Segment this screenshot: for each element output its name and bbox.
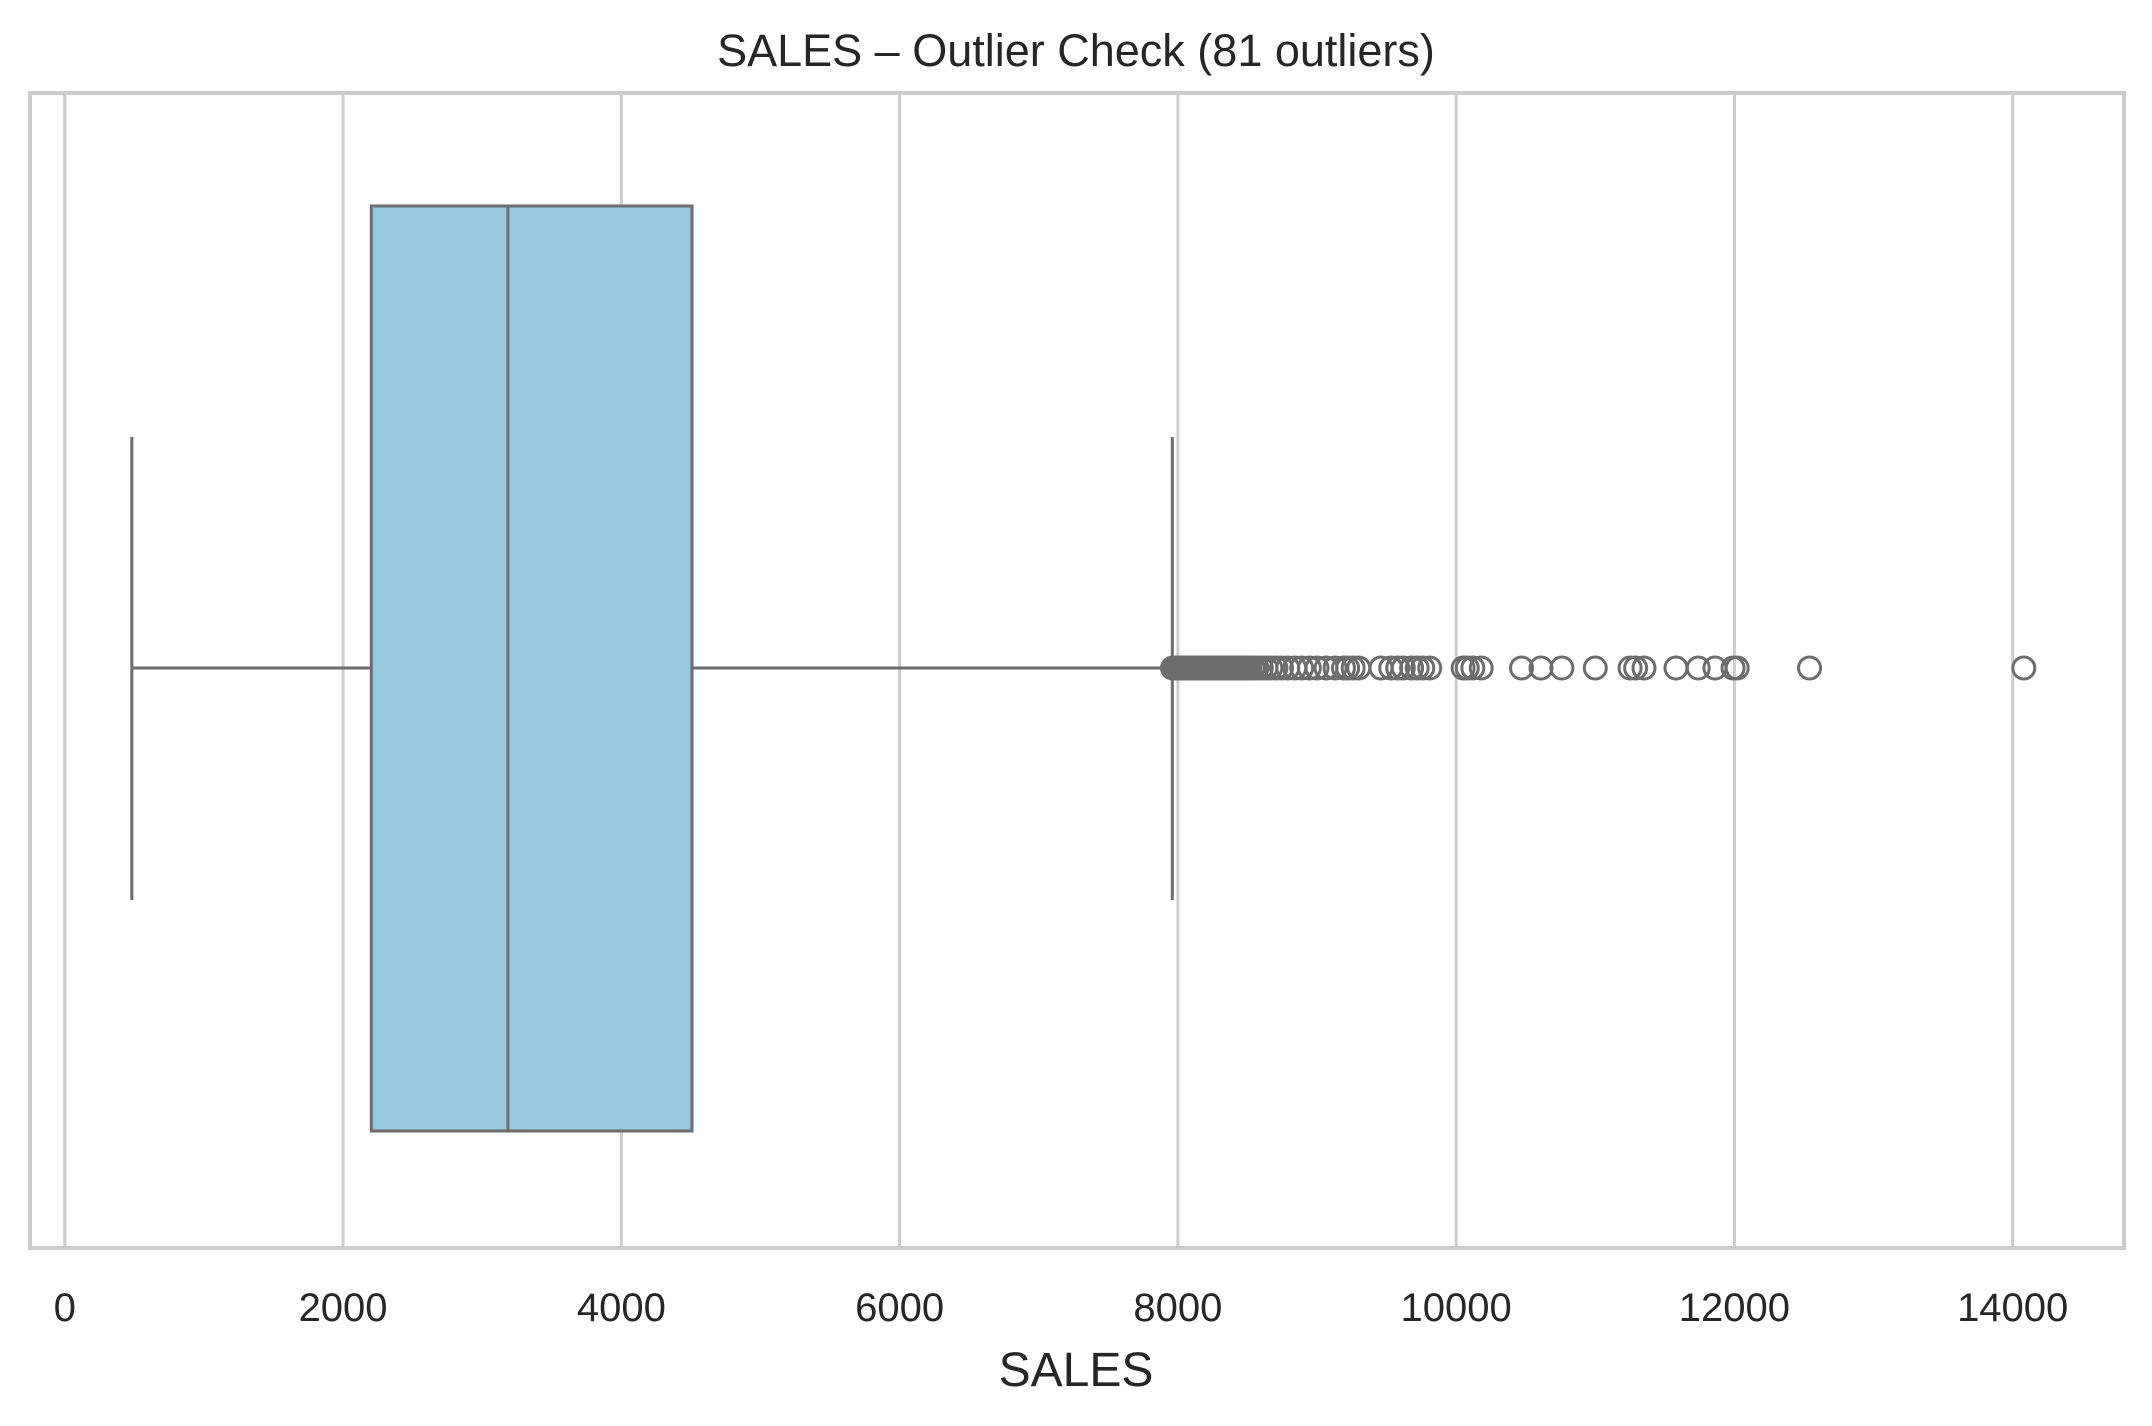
outlier-point-45 [1304, 655, 1330, 681]
x-tick-label-5: 10000 [1401, 1286, 1512, 1330]
x-tick-label-2: 4000 [577, 1286, 666, 1330]
outlier-point-40 [1269, 655, 1295, 681]
x-tick-label-1: 2000 [299, 1286, 388, 1330]
outlier-point-78 [1196, 655, 1222, 681]
outlier-point-79 [1214, 655, 1240, 681]
outlier-point-76 [1797, 655, 1823, 681]
outlier-point-58 [1410, 655, 1436, 681]
outlier-point-67 [1582, 655, 1608, 681]
x-tick-label-6: 12000 [1679, 1286, 1790, 1330]
x-tick-label-0: 0 [54, 1286, 76, 1330]
x-axis-ticks: 0 2000 4000 6000 8000 10000 12000 14000 [54, 1286, 2069, 1330]
outlier-point-75 [1724, 655, 1750, 681]
grid-lines [63, 93, 2015, 1248]
outlier-point-77 [2011, 655, 2037, 681]
plot-frame [28, 91, 2126, 1250]
iqr-box [369, 204, 694, 1133]
outlier-point-47 [1322, 655, 1348, 681]
outlier-point-69 [1623, 655, 1649, 681]
outlier-point-64 [1509, 655, 1535, 681]
outlier-points [1160, 655, 2037, 681]
outlier-point-62 [1460, 655, 1486, 681]
outlier-point-71 [1663, 655, 1689, 681]
outlier-point-72 [1685, 655, 1711, 681]
outlier-point-66 [1549, 655, 1575, 681]
x-axis-label: SALES [999, 1344, 1154, 1397]
x-tick-label-7: 14000 [1957, 1286, 2068, 1330]
box-plot [130, 204, 1174, 1133]
outlier-point-55 [1390, 655, 1416, 681]
outlier-point-59 [1417, 655, 1443, 681]
x-tick-label-4: 8000 [1133, 1286, 1222, 1330]
outlier-point-70 [1631, 655, 1657, 681]
outlier-point-44 [1296, 655, 1322, 681]
outlier-point-80 [1232, 655, 1258, 681]
outlier-point-63 [1468, 655, 1494, 681]
chart-title: SALES – Outlier Check (81 outliers) [717, 25, 1435, 76]
x-tick-label-3: 6000 [855, 1286, 944, 1330]
outlier-point-43 [1289, 655, 1315, 681]
